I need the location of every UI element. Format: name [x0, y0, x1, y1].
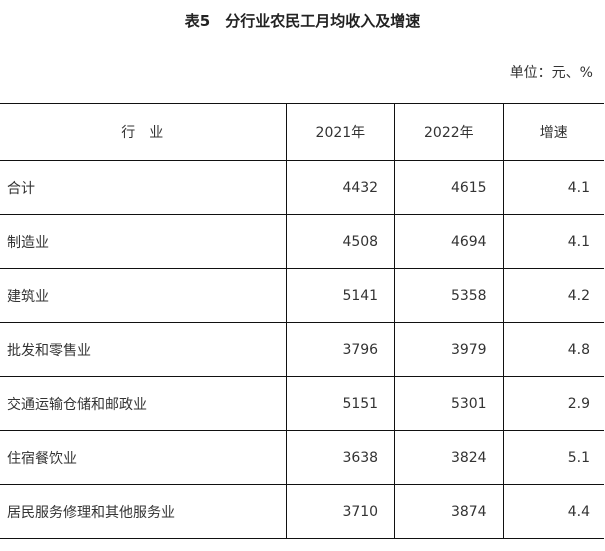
value-2021-cell: 3638: [285, 430, 396, 485]
value-2021-cell: 4432: [285, 160, 396, 215]
value-2021-cell: 4508: [285, 214, 396, 269]
value-2022-cell: 3824: [394, 430, 504, 485]
table-row: 居民服务修理和其他服务业 3710 3874 4.4: [0, 484, 604, 539]
header-2021: 2021年: [285, 103, 396, 161]
growth-cell: 4.2: [502, 268, 604, 323]
table-row: 住宿餐饮业 3638 3824 5.1: [0, 430, 604, 485]
table-row: 制造业 4508 4694 4.1: [0, 214, 604, 269]
value-2022-cell: 5301: [394, 376, 504, 431]
value-2022-cell: 3979: [394, 322, 504, 377]
table-row: 建筑业 5141 5358 4.2: [0, 268, 604, 323]
industry-cell: 交通运输仓储和邮政业: [0, 376, 287, 431]
header-growth: 增速: [502, 103, 604, 161]
growth-cell: 4.4: [502, 484, 604, 539]
table-row: 交通运输仓储和邮政业 5151 5301 2.9: [0, 376, 604, 431]
industry-cell: 制造业: [0, 214, 287, 269]
industry-cell: 建筑业: [0, 268, 287, 323]
industry-cell: 居民服务修理和其他服务业: [0, 484, 287, 539]
industry-cell: 住宿餐饮业: [0, 430, 287, 485]
growth-cell: 2.9: [502, 376, 604, 431]
table-title: 表5 分行业农民工月均收入及增速: [184, 12, 421, 30]
income-table: 行 业 2021年 2022年 增速 合计 4432 4615 4.1 制造业 4508 4…: [0, 103, 604, 539]
value-2021-cell: 5151: [285, 376, 396, 431]
value-2022-cell: 3874: [394, 484, 504, 539]
header-2022: 2022年: [394, 103, 504, 161]
growth-cell: 4.1: [502, 160, 604, 215]
industry-cell: 批发和零售业: [0, 322, 287, 377]
table-row: 合计 4432 4615 4.1: [0, 160, 604, 215]
value-2022-cell: 4615: [394, 160, 504, 215]
growth-cell: 4.8: [502, 322, 604, 377]
value-2022-cell: 5358: [394, 268, 504, 323]
value-2021-cell: 3710: [285, 484, 396, 539]
industry-cell: 合计: [0, 160, 287, 215]
table-header-row: 行 业 2021年 2022年 增速: [0, 103, 604, 161]
growth-cell: 5.1: [502, 430, 604, 485]
unit-label: 单位：元、%: [509, 65, 593, 81]
value-2022-cell: 4694: [394, 214, 504, 269]
value-2021-cell: 5141: [285, 268, 396, 323]
growth-cell: 4.1: [502, 214, 604, 269]
table-row: 批发和零售业 3796 3979 4.8: [0, 322, 604, 377]
header-industry: 行 业: [0, 103, 287, 161]
value-2021-cell: 3796: [285, 322, 396, 377]
